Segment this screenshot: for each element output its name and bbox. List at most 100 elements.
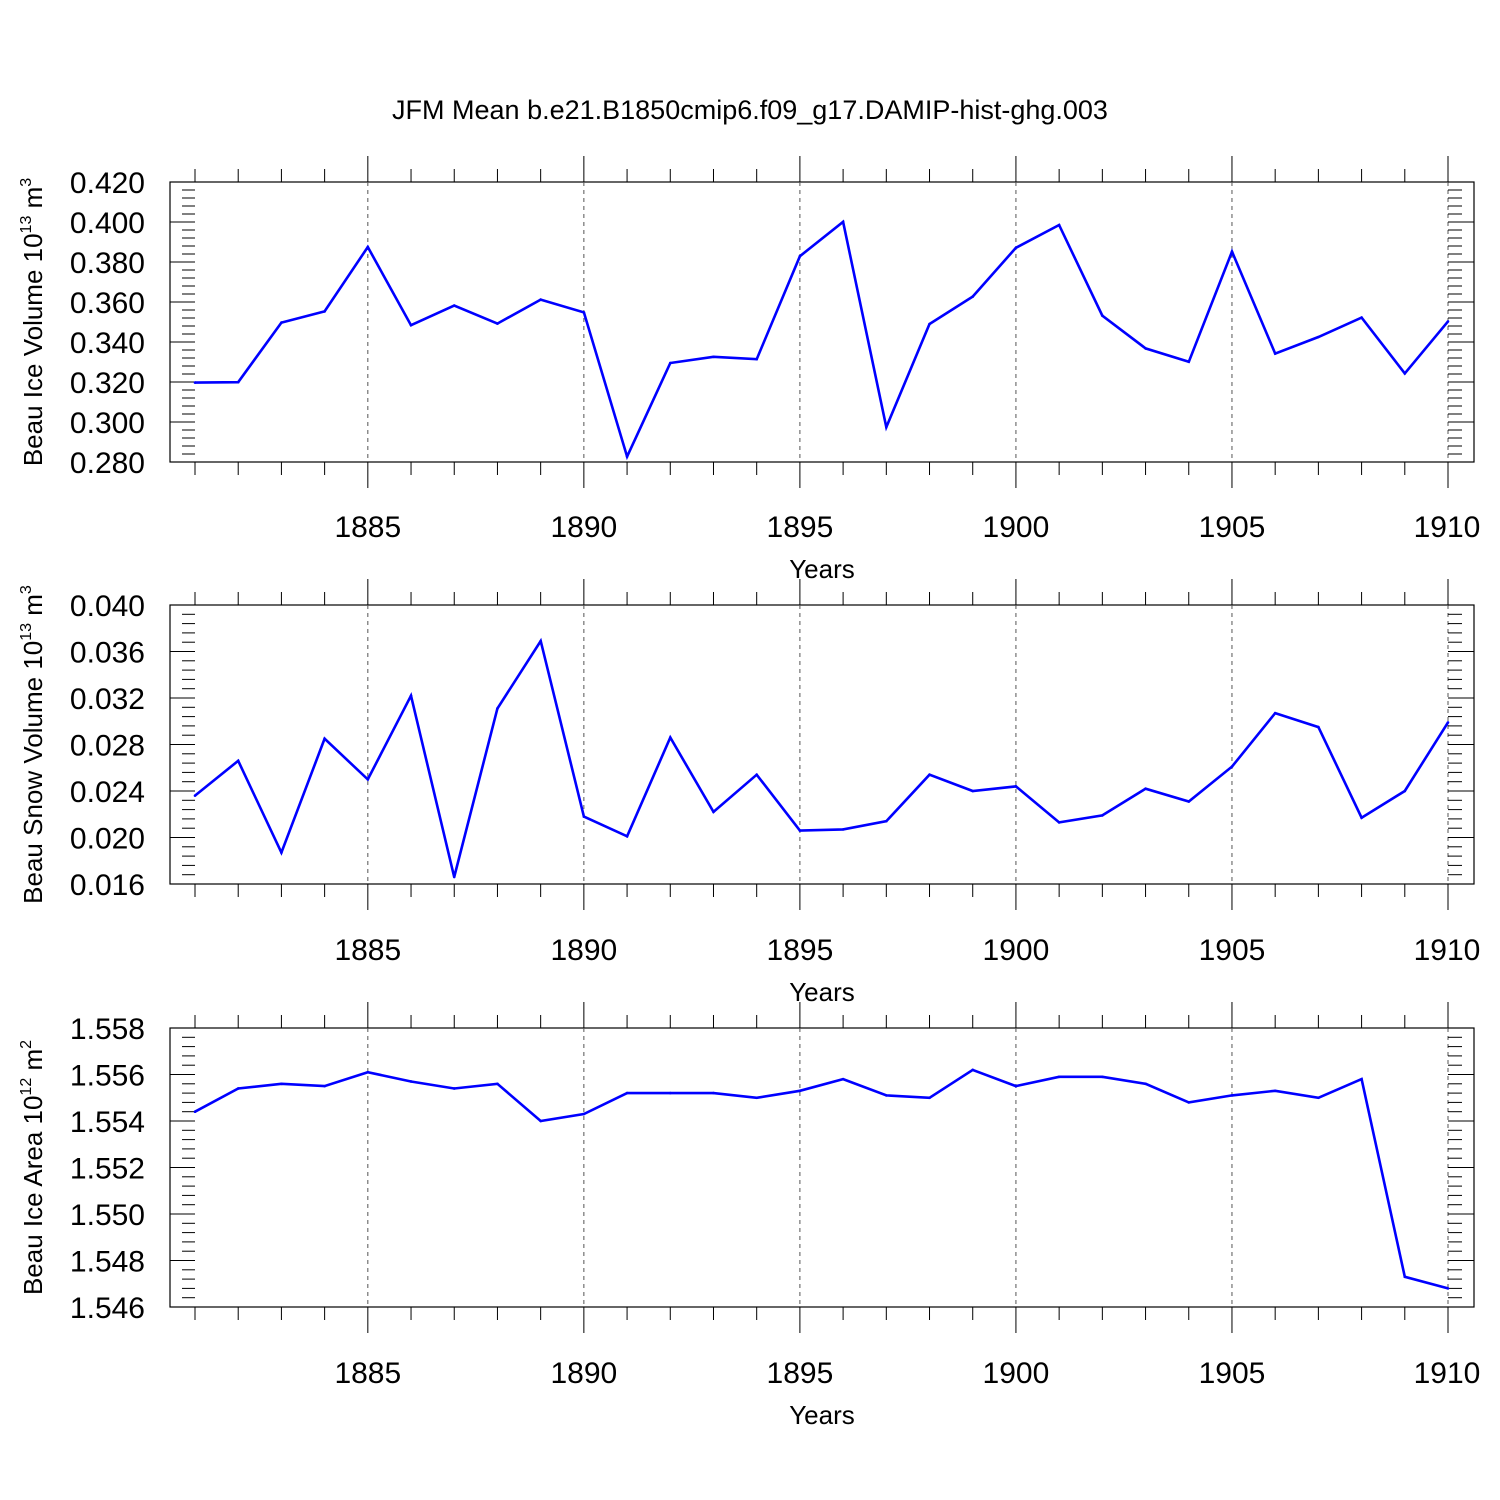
series-line bbox=[194, 637, 1450, 878]
data-point bbox=[971, 1068, 975, 1072]
data-point bbox=[1230, 1094, 1234, 1097]
y-tick-label: 0.032 bbox=[70, 683, 145, 716]
x-tick-label: 1905 bbox=[1199, 1357, 1266, 1390]
data-point bbox=[1273, 711, 1277, 715]
y-tick-label: 0.280 bbox=[70, 447, 145, 480]
data-point bbox=[496, 1082, 499, 1086]
panel-ice-volume: 0.420 0.400 0.380 0.360 0.340 0.320 0.300 0.280… bbox=[18, 156, 1480, 584]
data-point bbox=[1403, 372, 1407, 375]
data-point bbox=[1273, 352, 1277, 355]
data-point bbox=[452, 1087, 456, 1090]
data-point bbox=[496, 707, 499, 710]
data-point bbox=[539, 639, 542, 643]
y-axis-label-unit-exp: 3 bbox=[18, 585, 35, 594]
y-tick-label: 0.040 bbox=[70, 590, 145, 623]
y-axis-label: Beau Ice Area 1012 m2 bbox=[18, 1040, 48, 1295]
x-tick-label: 1910 bbox=[1414, 511, 1481, 544]
data-point bbox=[712, 355, 715, 359]
y-axis-label-unit-exp: 2 bbox=[18, 1040, 35, 1049]
x-axis-label: Years bbox=[789, 1400, 855, 1430]
x-tick-label: 1910 bbox=[1414, 1357, 1481, 1390]
y-axis-label-exp: 13 bbox=[18, 216, 35, 234]
y-tick-label: 0.420 bbox=[70, 167, 145, 200]
data-point bbox=[582, 311, 586, 314]
x-axis-label: Years bbox=[789, 554, 855, 584]
y-tick-label: 1.558 bbox=[70, 1013, 145, 1046]
data-point bbox=[1014, 785, 1018, 788]
y-axis-label: Beau Snow Volume 1013 m3 bbox=[18, 585, 48, 904]
data-point bbox=[236, 759, 240, 763]
data-point bbox=[539, 1119, 542, 1123]
data-point bbox=[323, 310, 326, 313]
data-point bbox=[582, 1112, 586, 1116]
data-point bbox=[193, 381, 197, 384]
x-tick-label: 1910 bbox=[1414, 934, 1481, 967]
y-axis-label: Beau Ice Volume 1013 m3 bbox=[18, 178, 48, 466]
data-point bbox=[668, 736, 672, 739]
data-point bbox=[971, 789, 975, 793]
x-tick-label: 1905 bbox=[1199, 934, 1266, 967]
data-point bbox=[1187, 800, 1191, 803]
data-point bbox=[236, 1087, 240, 1090]
data-point bbox=[280, 321, 283, 324]
data-point bbox=[971, 295, 975, 298]
data-point bbox=[798, 1089, 802, 1093]
panel-ice-area: 1.558 1.556 1.554 1.552 1.550 1.548 1.546 1885 1… bbox=[18, 1002, 1480, 1430]
y-tick-label: 0.016 bbox=[70, 869, 145, 902]
y-tick-label: 0.020 bbox=[70, 823, 145, 856]
x-tick-label: 1890 bbox=[550, 511, 617, 544]
data-point bbox=[841, 828, 845, 831]
y-tick-label: 0.340 bbox=[70, 327, 145, 360]
y-axis-label-unit: m bbox=[18, 1049, 48, 1078]
data-point bbox=[798, 829, 802, 832]
data-point bbox=[280, 1082, 283, 1086]
y-tick-label: 1.554 bbox=[70, 1106, 145, 1139]
data-point bbox=[1317, 1096, 1320, 1100]
data-point bbox=[409, 694, 413, 697]
data-point bbox=[496, 322, 499, 325]
data-point bbox=[366, 245, 370, 249]
series-line bbox=[194, 1068, 1449, 1290]
data-point bbox=[409, 1080, 413, 1083]
y-tick-label: 0.028 bbox=[70, 730, 145, 763]
data-point bbox=[193, 1110, 197, 1113]
data-point bbox=[625, 455, 629, 458]
y-axis-label-unit: m bbox=[18, 594, 48, 623]
data-point bbox=[928, 773, 931, 777]
y-tick-label: 1.552 bbox=[70, 1153, 145, 1186]
y-tick-label: 0.300 bbox=[70, 407, 145, 440]
data-point bbox=[1317, 335, 1320, 339]
y-axis-label-text: Beau Ice Volume 10 bbox=[18, 233, 48, 466]
data-point bbox=[1101, 314, 1104, 317]
data-point bbox=[280, 851, 283, 854]
data-point bbox=[625, 1091, 629, 1095]
x-tick-label: 1900 bbox=[983, 934, 1050, 967]
panel-snow-volume: 0.040 0.036 0.032 0.028 0.024 0.020 0.016 1885 1… bbox=[18, 579, 1480, 1007]
data-point bbox=[1144, 1082, 1147, 1086]
data-point bbox=[928, 1096, 931, 1100]
x-tick-label: 1890 bbox=[550, 934, 617, 967]
data-point bbox=[1230, 765, 1234, 768]
y-tick-label: 0.036 bbox=[70, 637, 145, 670]
y-tick-label: 1.550 bbox=[70, 1199, 145, 1232]
figure-title: JFM Mean b.e21.B1850cmip6.f09_g17.DAMIP-… bbox=[392, 95, 1108, 125]
data-point bbox=[841, 1077, 845, 1081]
data-point bbox=[1057, 1075, 1061, 1079]
data-point bbox=[1101, 1075, 1104, 1079]
x-tick-label: 1905 bbox=[1199, 511, 1266, 544]
data-point bbox=[1360, 816, 1363, 820]
plot-frame bbox=[169, 604, 1475, 885]
data-point bbox=[323, 1084, 326, 1088]
panels: 0.420 0.400 0.380 0.360 0.340 0.320 0.300 0.280… bbox=[18, 156, 1480, 1430]
data-point bbox=[755, 773, 758, 777]
y-axis-label-unit: m bbox=[18, 187, 48, 216]
data-point bbox=[755, 357, 758, 361]
y-tick-label: 0.360 bbox=[70, 287, 145, 320]
data-point bbox=[452, 304, 456, 307]
data-point bbox=[1273, 1089, 1277, 1093]
plot-frame bbox=[169, 1027, 1475, 1308]
x-tick-label: 1885 bbox=[334, 511, 401, 544]
x-tick-label: 1885 bbox=[334, 1357, 401, 1390]
y-axis-label-exp: 12 bbox=[18, 1078, 35, 1096]
x-tick-label: 1900 bbox=[983, 511, 1050, 544]
